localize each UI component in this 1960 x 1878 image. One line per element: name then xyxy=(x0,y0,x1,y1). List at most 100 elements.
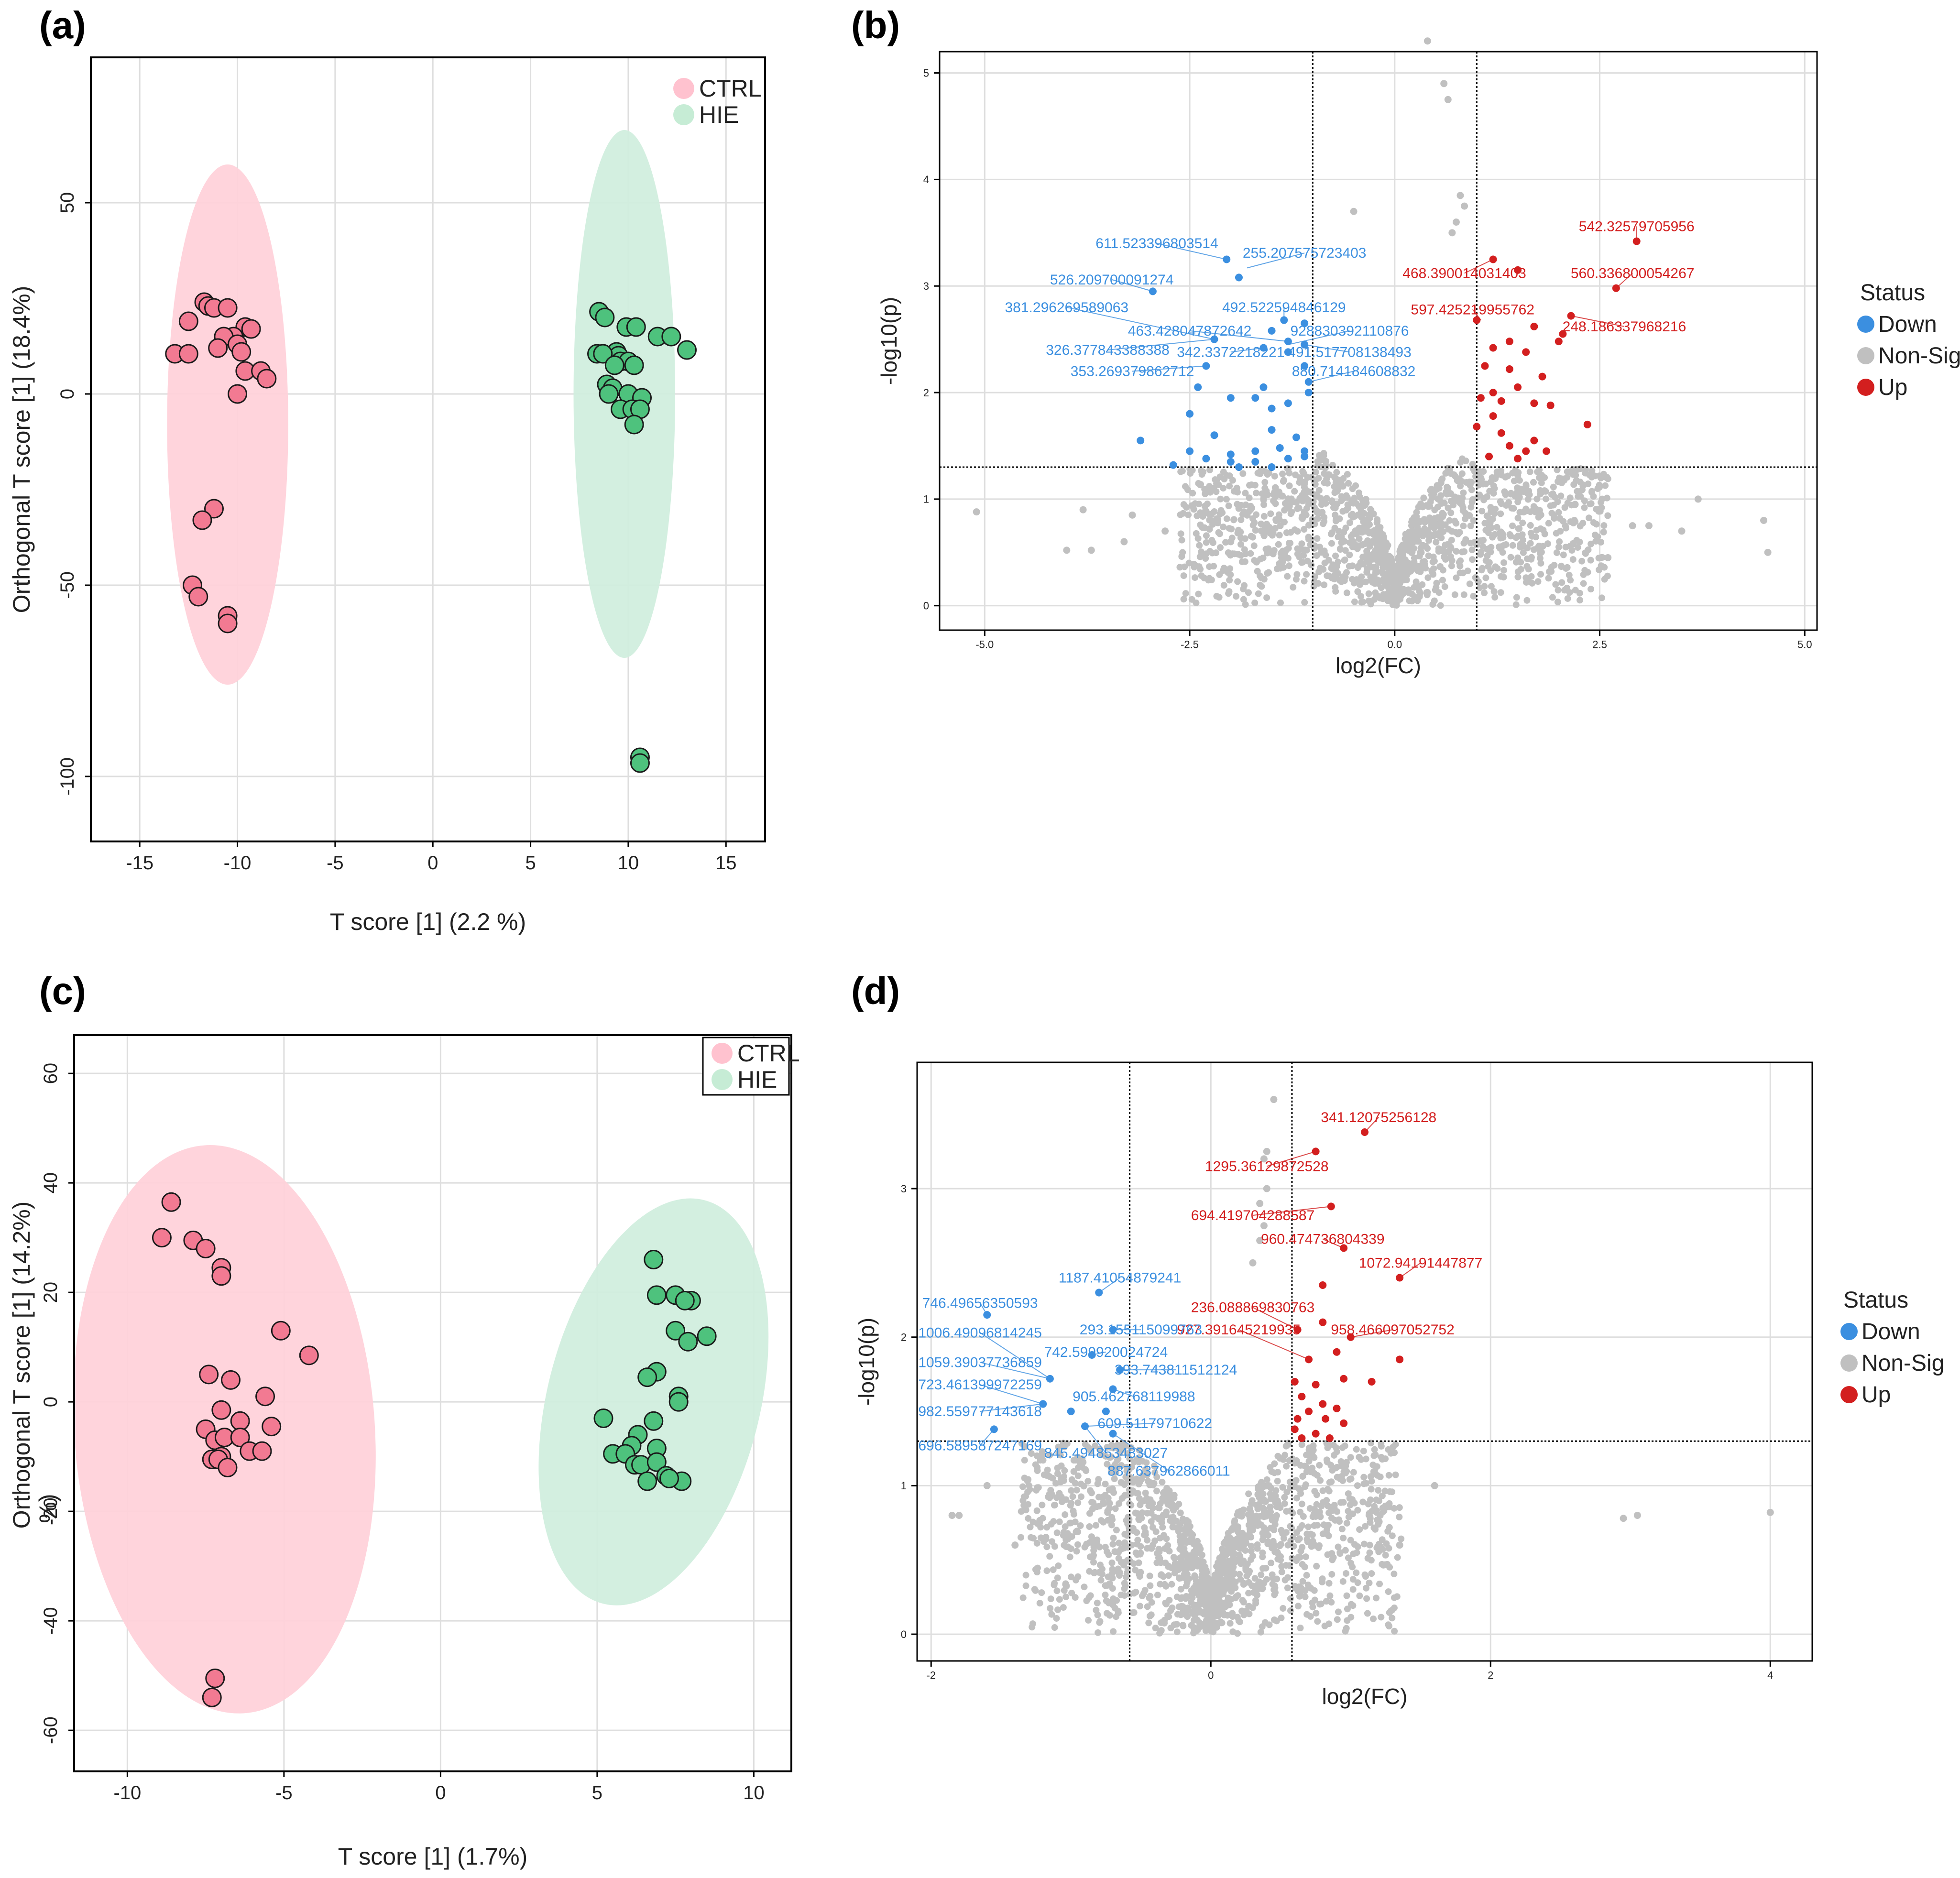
nonsig-point xyxy=(1328,1571,1336,1578)
down-point xyxy=(1268,404,1276,413)
nonsig-point xyxy=(1510,505,1517,512)
nonsig-point xyxy=(1560,551,1567,558)
nonsig-point xyxy=(1297,1486,1304,1494)
nonsig-point xyxy=(1437,524,1444,531)
nonsig-point xyxy=(1411,563,1418,570)
nonsig-point xyxy=(1363,569,1370,576)
nonsig-point xyxy=(1519,519,1526,526)
nonsig-point xyxy=(1085,1616,1092,1624)
nonsig-point xyxy=(1109,1516,1116,1523)
nonsig-point xyxy=(1486,523,1493,530)
nonsig-point xyxy=(1249,1259,1257,1267)
nonsig-point xyxy=(1566,494,1574,502)
nonsig-point xyxy=(1549,594,1556,601)
nonsig-point xyxy=(1092,1522,1099,1529)
nonsig-point xyxy=(1309,1604,1316,1611)
nonsig-point xyxy=(1431,525,1438,532)
nonsig-point xyxy=(1577,597,1584,604)
label-leader-line xyxy=(1092,1351,1106,1355)
label-leader-line xyxy=(1399,1262,1421,1278)
nonsig-point xyxy=(1354,564,1361,571)
nonsig-point xyxy=(1123,1517,1130,1524)
nonsig-point xyxy=(1478,548,1485,556)
nonsig-point xyxy=(1523,563,1531,570)
up-point xyxy=(1325,1434,1334,1442)
nonsig-point xyxy=(1519,536,1526,544)
nonsig-point xyxy=(1386,1563,1393,1571)
label-leader-line xyxy=(1111,279,1153,292)
nonsig-point xyxy=(1353,1569,1360,1576)
nonsig-point xyxy=(1301,1563,1308,1571)
label-leader-line xyxy=(979,1429,995,1446)
y-tick-label: 3 xyxy=(923,280,929,292)
nonsig-point xyxy=(1438,534,1445,541)
nonsig-point xyxy=(1447,509,1455,516)
nonsig-point xyxy=(1349,1586,1357,1593)
panel-b: 611.523396803514 255.207575723403 526.2097… xyxy=(876,37,1960,678)
nonsig-point xyxy=(1385,1472,1392,1479)
nonsig-point xyxy=(1316,1462,1323,1469)
label-leader-line xyxy=(1266,1151,1316,1167)
nonsig-point xyxy=(1534,510,1542,517)
ctrl-point xyxy=(218,613,238,633)
nonsig-point xyxy=(1271,472,1278,480)
up-point xyxy=(1497,397,1505,405)
nonsig-point xyxy=(1198,548,1205,556)
nonsig-point xyxy=(1201,524,1208,531)
nonsig-point xyxy=(1433,579,1440,587)
nonsig-point xyxy=(1338,1473,1345,1480)
nonsig-point xyxy=(1196,1545,1203,1552)
y-axis-title: Orthogonal T score [1] (14.2%) xyxy=(8,1201,35,1529)
nonsig-point xyxy=(1277,522,1284,529)
up-point xyxy=(1522,348,1530,356)
nonsig-point xyxy=(1396,552,1403,559)
nonsig-point xyxy=(1386,587,1393,594)
nonsig-point xyxy=(1181,563,1188,570)
nonsig-point xyxy=(1239,470,1247,477)
up-point xyxy=(1485,452,1493,460)
nonsig-point xyxy=(1272,1492,1279,1499)
x-tick-label: 5 xyxy=(592,1782,602,1803)
nonsig-point xyxy=(1226,588,1233,595)
nonsig-point xyxy=(1358,541,1366,548)
nonsig-point xyxy=(1424,574,1432,581)
nonsig-point xyxy=(1027,1523,1034,1530)
nonsig-point xyxy=(1343,569,1350,576)
nonsig-point xyxy=(1034,1467,1041,1474)
nonsig-point xyxy=(1413,583,1420,590)
nonsig-point xyxy=(1144,1537,1151,1544)
nonsig-point xyxy=(1391,1449,1398,1456)
nonsig-point xyxy=(1190,1624,1197,1631)
nonsig-point xyxy=(1645,522,1653,530)
down-point xyxy=(1268,463,1276,471)
nonsig-point xyxy=(1370,510,1377,517)
y-tick-label: 0 xyxy=(57,389,78,399)
nonsig-point xyxy=(1157,1500,1164,1507)
nonsig-point xyxy=(1205,1582,1213,1589)
nonsig-point xyxy=(1576,538,1583,546)
nonsig-point xyxy=(1237,541,1245,548)
nonsig-point xyxy=(1269,1571,1276,1578)
nonsig-point xyxy=(1325,1487,1333,1495)
nonsig-point xyxy=(1272,500,1279,507)
nonsig-point xyxy=(1274,1500,1281,1507)
label-leader-line xyxy=(1132,365,1206,372)
nonsig-point xyxy=(1074,1472,1082,1479)
nonsig-point xyxy=(1571,501,1579,508)
nonsig-point xyxy=(1526,468,1533,475)
nonsig-point xyxy=(1354,588,1361,595)
nonsig-point xyxy=(1458,470,1466,477)
nonsig-point xyxy=(1093,1606,1100,1614)
ctrl-point xyxy=(204,499,224,519)
feature-label: 326.377843388388 xyxy=(1046,342,1170,358)
nonsig-point xyxy=(1527,540,1534,547)
nonsig-point xyxy=(1396,583,1403,590)
label-leader-line xyxy=(1252,1307,1298,1331)
nonsig-point xyxy=(1050,1566,1057,1573)
nonsig-point xyxy=(1513,594,1520,601)
nonsig-point xyxy=(1486,559,1493,566)
nonsig-point xyxy=(1448,229,1456,237)
nonsig-point xyxy=(1388,571,1395,578)
nonsig-point xyxy=(1203,550,1210,557)
